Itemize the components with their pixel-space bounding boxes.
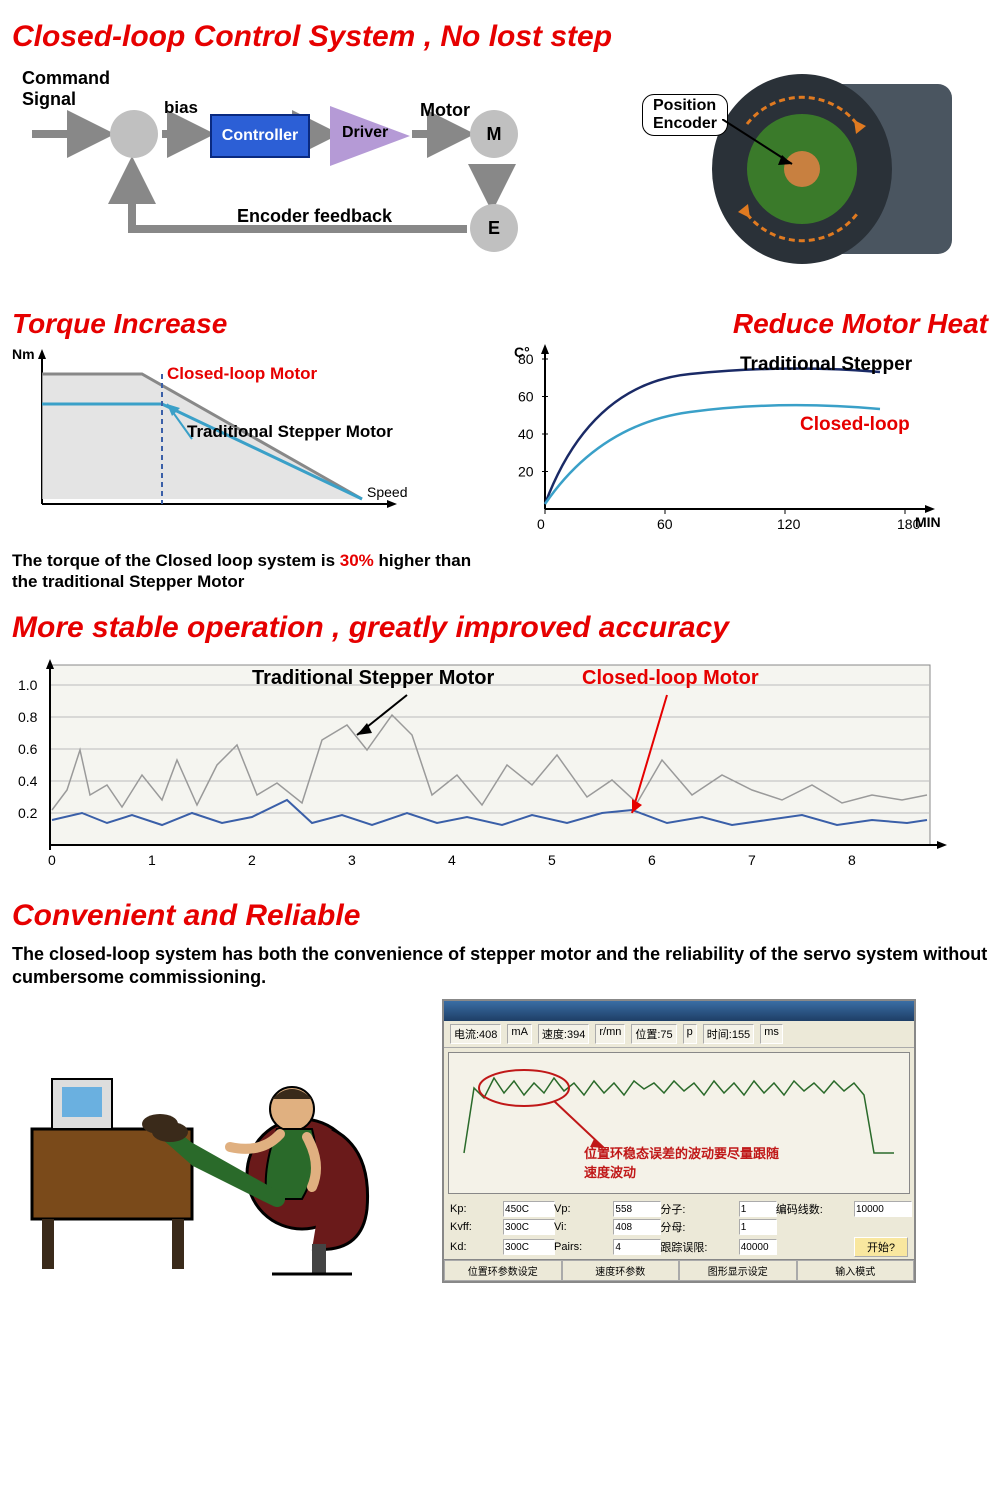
tab-1[interactable]: 速度环参数 [562, 1260, 680, 1281]
sw-tabs: 位置环参数设定 速度环参数 图形显示设定 输入模式 [444, 1259, 914, 1281]
stab-closed-label: Closed-loop Motor [582, 667, 759, 690]
motor-label: Motor [420, 100, 470, 121]
heat-closed-label: Closed-loop [800, 414, 910, 436]
svg-text:4: 4 [448, 852, 456, 868]
bias-label: bias [164, 98, 198, 118]
tab-3[interactable]: 输入模式 [797, 1260, 915, 1281]
svg-text:1.0: 1.0 [18, 677, 38, 693]
torque-title: Torque Increase [12, 308, 490, 340]
svg-text:0.4: 0.4 [18, 773, 38, 789]
tab-2[interactable]: 图形显示设定 [679, 1260, 797, 1281]
vi-input[interactable] [613, 1219, 661, 1235]
driver-label: Driver [342, 124, 388, 142]
min-label: MIN [915, 514, 941, 530]
sw-note: 位置环稳态误差的波动要尽量跟随 速度波动 [584, 1143, 779, 1181]
software-panel: 电流:408mA 速度:394r/mn 位置:75p 时间:155ms 位置环稳… [442, 999, 916, 1283]
svg-text:2: 2 [248, 852, 256, 868]
m-node: M [470, 110, 518, 158]
kp-input[interactable] [503, 1201, 555, 1217]
svg-text:0: 0 [537, 516, 545, 532]
block-diagram: Command Signal bias Controller Driver Mo… [12, 64, 988, 304]
svg-text:60: 60 [518, 389, 534, 405]
encoder-callout: Position Encoder [642, 94, 728, 136]
svg-text:60: 60 [657, 516, 673, 532]
stab-trad-label: Traditional Stepper Motor [252, 667, 494, 690]
kd-input[interactable] [503, 1239, 555, 1255]
svg-text:7: 7 [748, 852, 756, 868]
svg-text:0.6: 0.6 [18, 741, 38, 757]
sw-form: Kp: Vp: 分子: 编码线数: Kvff: Vi: 分母: Kd: Pair… [444, 1198, 914, 1260]
svg-text:3: 3 [348, 852, 356, 868]
tq-closed-label: Closed-loop Motor [167, 364, 317, 384]
tab-0[interactable]: 位置环参数设定 [444, 1260, 562, 1281]
fz-input[interactable] [739, 1201, 777, 1217]
e-node: E [470, 204, 518, 252]
sw-graph: 位置环稳态误差的波动要尽量跟随 速度波动 [448, 1052, 910, 1194]
svg-text:0.2: 0.2 [18, 805, 38, 821]
err-input[interactable] [739, 1239, 777, 1255]
sw-status: 电流:408mA 速度:394r/mn 位置:75p 时间:155ms [444, 1021, 914, 1048]
svg-text:6: 6 [648, 852, 656, 868]
section1-title: Closed-loop Control System , No lost ste… [12, 20, 988, 54]
controller-box: Controller [210, 114, 310, 158]
svg-text:120: 120 [777, 516, 801, 532]
feedback-label: Encoder feedback [237, 206, 392, 227]
sum-node [110, 110, 158, 158]
vp-input[interactable] [613, 1201, 661, 1217]
tq-trad-label: Traditional Stepper Motor [187, 422, 393, 442]
heat-trad-label: Traditional Stepper [740, 354, 912, 376]
svg-text:0.8: 0.8 [18, 709, 38, 725]
svg-text:5: 5 [548, 852, 556, 868]
stability-title: More stable operation , greatly improved… [12, 611, 988, 645]
svg-text:20: 20 [518, 464, 534, 480]
pairs-input[interactable] [613, 1239, 661, 1255]
svg-text:8: 8 [848, 852, 856, 868]
motor-illustration: Position Encoder [652, 64, 972, 294]
torque-caption: The torque of the Closed loop system is … [12, 550, 490, 593]
nm-label: Nm [12, 346, 35, 362]
reliable-title: Convenient and Reliable [12, 899, 988, 933]
svg-text:0: 0 [48, 852, 56, 868]
fm-input[interactable] [739, 1219, 777, 1235]
svg-text:1: 1 [148, 852, 156, 868]
heat-title: Reduce Motor Heat [510, 308, 988, 340]
speed-label: Speed [367, 484, 407, 500]
cartoon-illustration [12, 999, 412, 1279]
kvff-input[interactable] [503, 1219, 555, 1235]
reliable-text: The closed-loop system has both the conv… [12, 943, 988, 990]
enc-input[interactable] [854, 1201, 912, 1217]
sw-titlebar [444, 1001, 914, 1021]
start-button[interactable]: 开始? [854, 1237, 908, 1257]
c-label: C° [514, 344, 530, 360]
svg-text:40: 40 [518, 426, 534, 442]
